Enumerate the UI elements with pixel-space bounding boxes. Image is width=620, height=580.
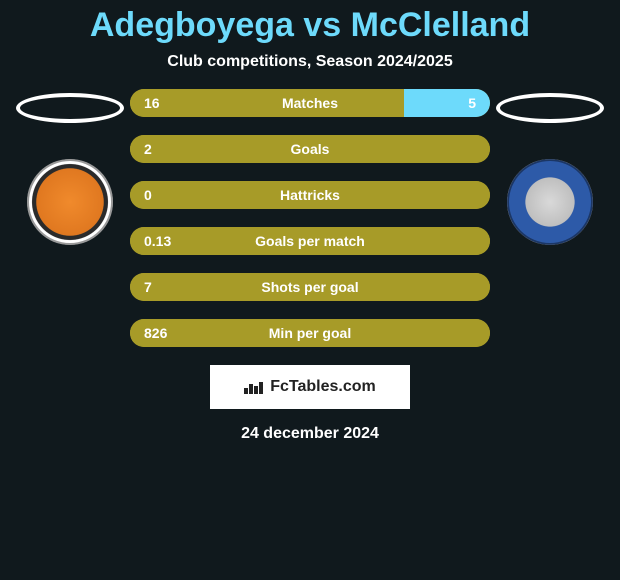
stat-label: Min per goal	[202, 325, 418, 341]
brand-text: FcTables.com	[270, 378, 376, 396]
brand-badge: FcTables.com	[210, 365, 410, 409]
page-title: Adegboyega vs McClelland	[90, 6, 530, 45]
bars-icon	[244, 380, 264, 394]
player-silhouette-right	[496, 93, 604, 123]
stat-bar: 16Matches5	[130, 89, 490, 117]
stat-value-left: 0.13	[130, 233, 202, 249]
club-crest-left	[27, 159, 113, 245]
page-subtitle: Club competitions, Season 2024/2025	[167, 53, 452, 71]
stat-value-left: 7	[130, 279, 202, 295]
stat-bar: 7Shots per goal	[130, 273, 490, 301]
right-player-col	[490, 89, 610, 245]
stat-bar: 0.13Goals per match	[130, 227, 490, 255]
stat-value-left: 2	[130, 141, 202, 157]
club-crest-right	[507, 159, 593, 245]
stat-value-left: 0	[130, 187, 202, 203]
left-player-col	[10, 89, 130, 245]
stat-label: Goals per match	[202, 233, 418, 249]
stat-value-right: 5	[418, 95, 490, 111]
comparison-area: 16Matches5 2Goals 0Hattricks 0.13Goals per …	[0, 89, 620, 347]
crest-left-label	[27, 159, 113, 245]
stat-bar: 2Goals	[130, 135, 490, 163]
crest-right-label	[507, 159, 593, 245]
stat-value-left: 826	[130, 325, 202, 341]
stat-label: Shots per goal	[202, 279, 418, 295]
stat-value-left: 16	[130, 95, 202, 111]
stat-label: Matches	[202, 95, 418, 111]
date-label: 24 december 2024	[241, 425, 379, 443]
player-silhouette-left	[16, 93, 124, 123]
stat-label: Goals	[202, 141, 418, 157]
stat-bar: 826Min per goal	[130, 319, 490, 347]
stat-bar: 0Hattricks	[130, 181, 490, 209]
stat-label: Hattricks	[202, 187, 418, 203]
stat-bars: 16Matches5 2Goals 0Hattricks 0.13Goals per …	[130, 89, 490, 347]
